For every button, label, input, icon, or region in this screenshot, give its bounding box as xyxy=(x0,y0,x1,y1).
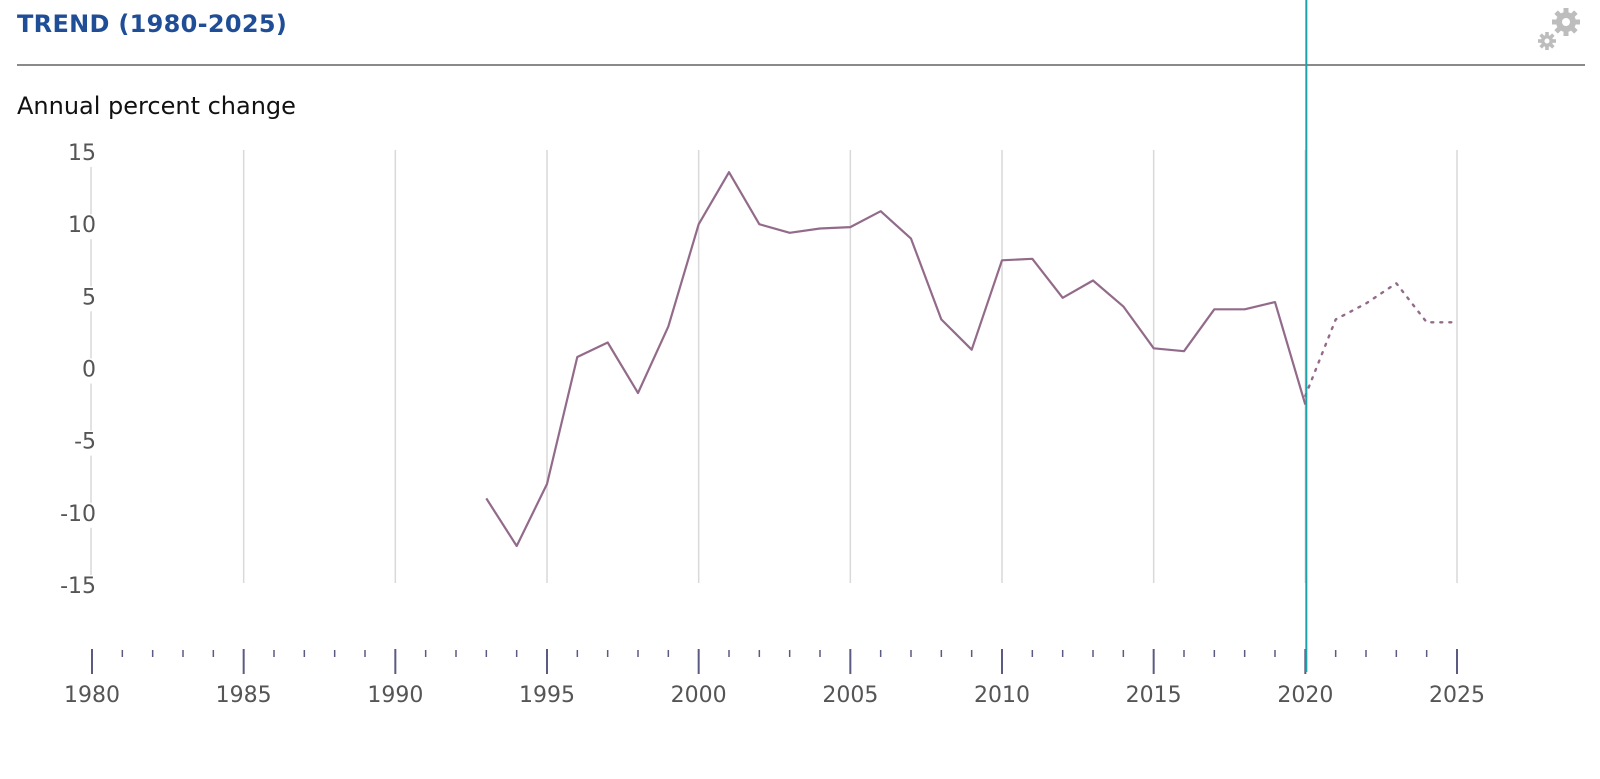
data-point[interactable] xyxy=(1363,301,1369,307)
y-tick-label: 15 xyxy=(68,141,96,166)
data-point[interactable] xyxy=(1060,295,1066,301)
data-point[interactable] xyxy=(1333,316,1339,322)
data-point[interactable] xyxy=(1090,277,1096,283)
header-divider xyxy=(17,64,1585,66)
x-tick-label: 1990 xyxy=(367,683,423,708)
historical-series-line xyxy=(485,171,1307,548)
y-tick-label: -15 xyxy=(60,574,96,599)
y-axis: 15 10 5 0 -5 -10 -15 xyxy=(60,141,96,599)
data-point[interactable] xyxy=(1151,345,1157,351)
data-point[interactable] xyxy=(483,495,489,501)
x-tick-label: 2010 xyxy=(974,683,1030,708)
chart-title: TREND (1980-2025) xyxy=(17,10,288,38)
x-tick-label: 2000 xyxy=(671,683,727,708)
series-layer xyxy=(483,169,1460,549)
data-point[interactable] xyxy=(726,169,732,175)
data-point[interactable] xyxy=(1454,319,1460,325)
data-point[interactable] xyxy=(635,390,641,396)
x-axis: 1980 1985 1990 1995 2000 2005 2010 2015 2020 2025 xyxy=(64,649,1485,708)
data-point[interactable] xyxy=(787,230,793,236)
data-point[interactable] xyxy=(696,221,702,227)
gear-icon[interactable] xyxy=(1535,5,1585,55)
data-point[interactable] xyxy=(665,324,671,330)
y-axis-label: Annual percent change xyxy=(17,92,296,120)
x-tick-label: 2025 xyxy=(1429,683,1485,708)
forecast-series-line xyxy=(1304,282,1459,398)
data-point[interactable] xyxy=(938,316,944,322)
x-tick-label: 1985 xyxy=(216,683,272,708)
x-tick-label: 2005 xyxy=(822,683,878,708)
grid-layer xyxy=(242,150,1458,583)
data-point[interactable] xyxy=(908,236,914,242)
data-point[interactable] xyxy=(1211,306,1217,312)
data-point[interactable] xyxy=(605,340,611,346)
data-point[interactable] xyxy=(1393,280,1399,286)
data-point[interactable] xyxy=(1181,348,1187,354)
data-point[interactable] xyxy=(1120,303,1126,309)
data-point[interactable] xyxy=(1424,319,1430,325)
x-tick-label: 1980 xyxy=(64,683,120,708)
data-point[interactable] xyxy=(1242,306,1248,312)
x-tick-label: 2020 xyxy=(1277,683,1333,708)
data-point[interactable] xyxy=(756,221,762,227)
x-tick-label: 2015 xyxy=(1126,683,1182,708)
data-point[interactable] xyxy=(878,208,884,214)
data-point[interactable] xyxy=(1029,256,1035,262)
data-point[interactable] xyxy=(1272,299,1278,305)
data-point[interactable] xyxy=(544,481,550,487)
data-point[interactable] xyxy=(817,225,823,231)
y-tick-label: 0 xyxy=(82,358,96,383)
y-tick-label: 5 xyxy=(82,285,96,310)
data-point[interactable] xyxy=(574,354,580,360)
data-point[interactable] xyxy=(847,224,853,230)
y-tick-label: -10 xyxy=(60,502,96,527)
y-tick-label: -5 xyxy=(74,430,96,455)
y-tick-label: 10 xyxy=(68,213,96,238)
data-point[interactable] xyxy=(969,347,975,353)
data-point[interactable] xyxy=(514,543,520,549)
data-point[interactable] xyxy=(999,257,1005,263)
x-tick-label: 1995 xyxy=(519,683,575,708)
